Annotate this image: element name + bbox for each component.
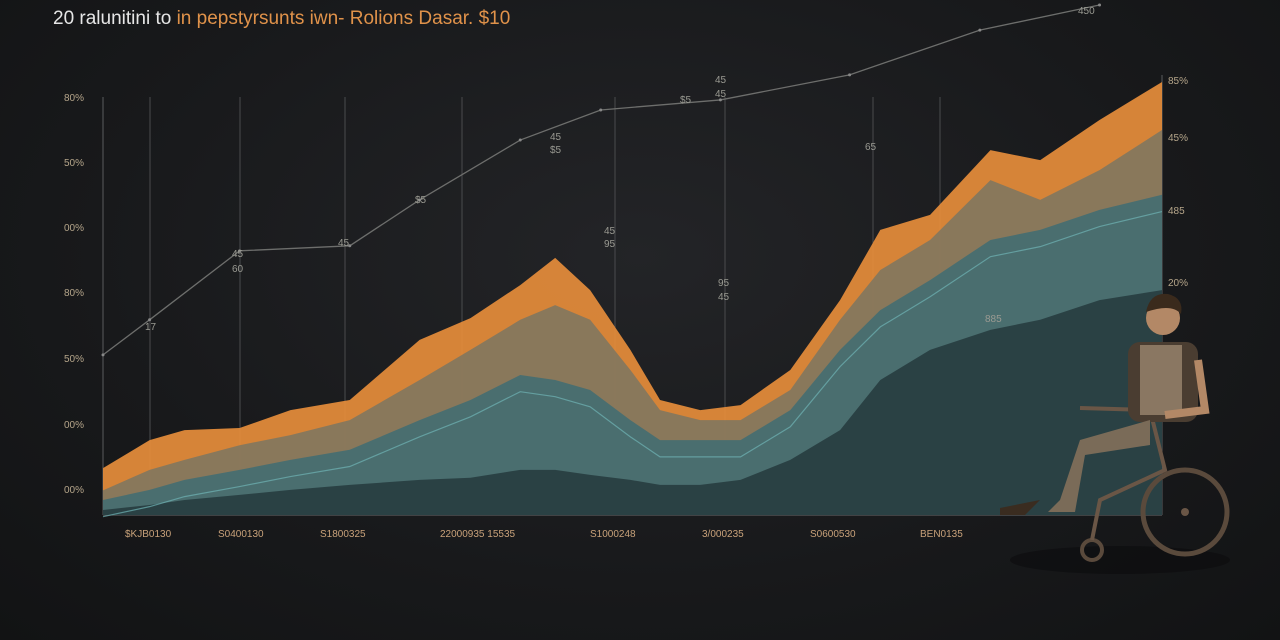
trend-point [418, 198, 422, 202]
arm [1164, 359, 1210, 419]
title-part-1: 20 ralunitini to [53, 8, 177, 29]
person-in-wheelchair-illustration [1000, 293, 1230, 574]
x-tick: 22000935 15535 [440, 529, 516, 540]
point-label: 45 [550, 132, 562, 143]
y-tick-left: 80% [64, 93, 84, 104]
point-label: $5 [680, 95, 692, 106]
y-tick-right: 85% [1168, 76, 1188, 87]
trend-point [599, 108, 603, 112]
trend-point [718, 98, 722, 102]
hair [1146, 293, 1182, 314]
point-label: $5 [550, 145, 562, 156]
trend-point [148, 318, 152, 322]
trend-point [238, 249, 242, 253]
shoes [1000, 500, 1040, 515]
y-tick-right: 485 [1168, 206, 1185, 217]
point-label: 95 [604, 239, 616, 250]
trend-point [518, 138, 522, 142]
x-tick: S0600530 [810, 529, 856, 540]
point-label: 45 [338, 238, 350, 249]
y-tick-left: 00% [64, 485, 84, 496]
x-tick: 3/000235 [702, 529, 744, 540]
point-label: 885 [985, 314, 1002, 325]
point-label: 45 [604, 226, 616, 237]
y-tick-right: 45% [1168, 133, 1188, 144]
point-label: 95 [718, 278, 730, 289]
point-label: 45 [715, 75, 727, 86]
title-part-2: in pepstyrsunts iwn- Rolions Dasar. $10 [176, 8, 511, 29]
wheel-icon [1140, 467, 1230, 557]
trend-point [848, 73, 852, 77]
point-label: 65 [865, 142, 877, 153]
trend-point [978, 28, 982, 32]
x-tick: S1800325 [320, 529, 366, 540]
shirt [1140, 345, 1182, 415]
x-tick: S0400130 [218, 529, 264, 540]
head [1146, 301, 1180, 335]
area-series-dark_teal [103, 290, 1162, 515]
point-label: 17 [145, 322, 157, 333]
trend-point [348, 244, 352, 248]
point-label: 60 [232, 264, 244, 275]
point-label: $5 [415, 195, 427, 206]
wheelchair-frame [1079, 406, 1168, 541]
point-label: 45 [715, 89, 727, 100]
x-tick: BEN0135 [920, 529, 963, 540]
y-tick-right: 20% [1168, 278, 1188, 289]
y-tick-left: 50% [64, 158, 84, 169]
y-tick-left: 50% [64, 354, 84, 365]
x-tick: $KJB0130 [125, 529, 172, 540]
y-tick-left: 00% [64, 420, 84, 431]
y-tick-left: 00% [64, 223, 84, 234]
wheel-hub [1181, 508, 1189, 516]
trend-point [1098, 3, 1102, 7]
series-line-cyan [102, 210, 1163, 518]
trend-point [101, 353, 105, 357]
point-label: 45 [232, 249, 244, 260]
legs [1048, 420, 1150, 512]
point-label: 45 [718, 292, 730, 303]
x-tick: S1000248 [590, 529, 636, 540]
chart-title: 20 ralunitini to in pepstyrsunts iwn- Ro… [53, 8, 510, 30]
y-tick-left: 80% [64, 288, 84, 299]
point-label: 450 [1078, 6, 1095, 17]
